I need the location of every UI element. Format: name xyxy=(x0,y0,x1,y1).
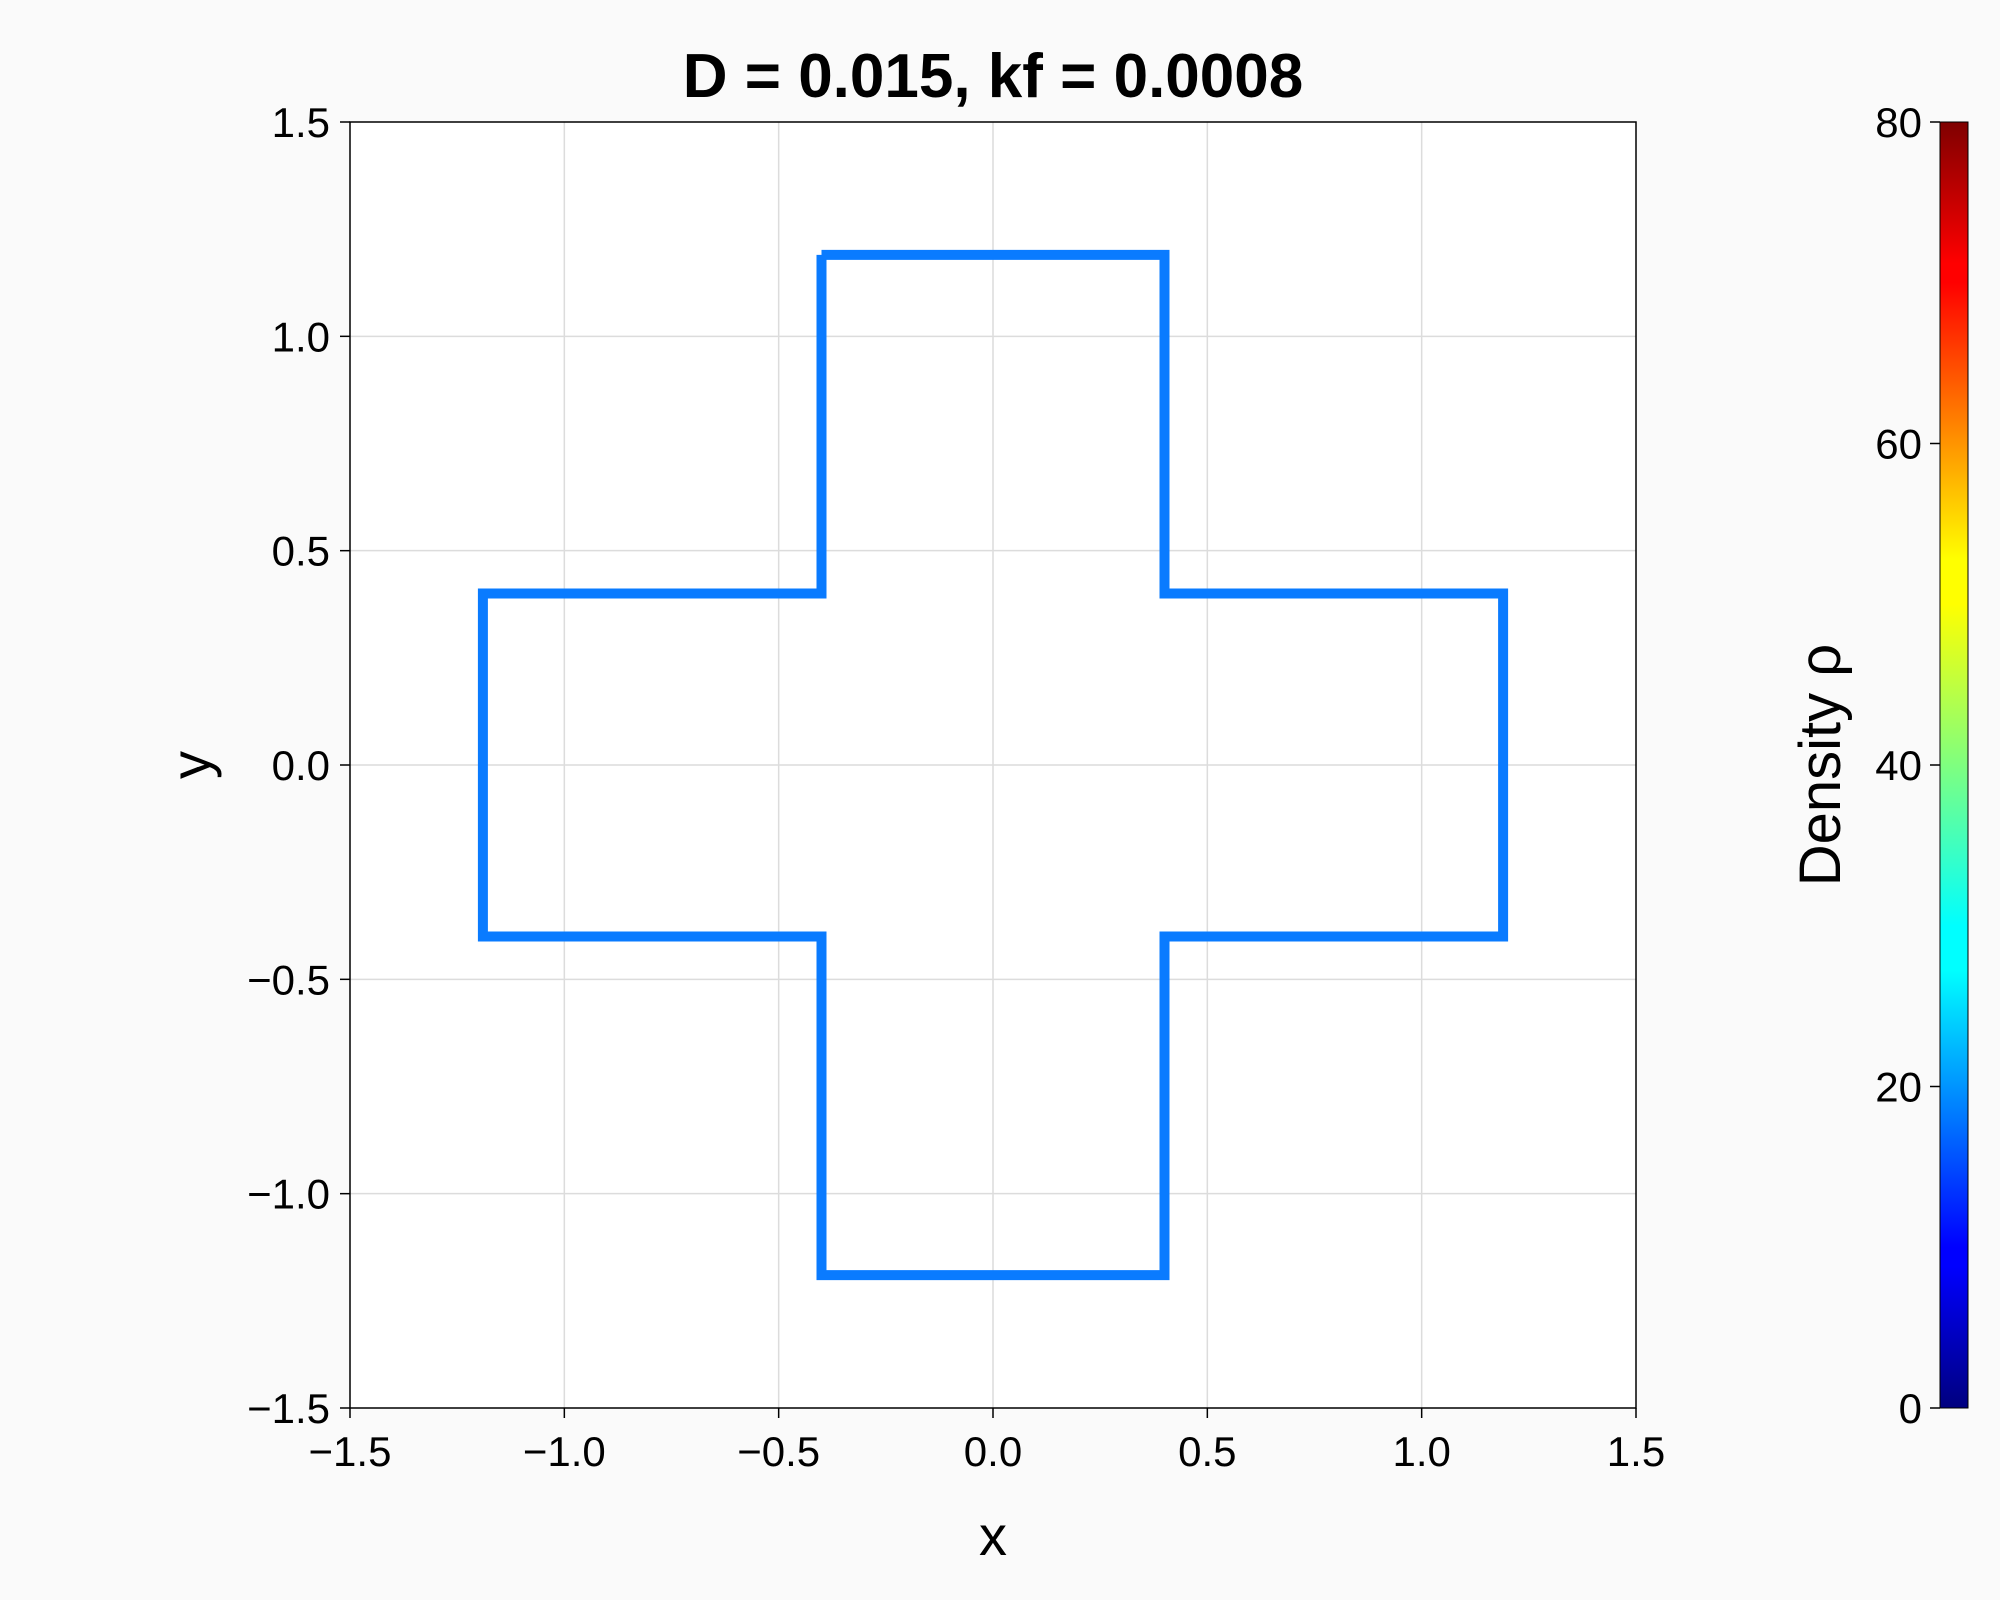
x-axis-ticks: −1.5 −1.0 −0.5 0.0 0.5 1.0 1.5 xyxy=(309,1408,1665,1475)
y-tick-label: −1.0 xyxy=(247,1171,330,1218)
series-line xyxy=(477,249,1509,1281)
x-tick-label: 0.5 xyxy=(1178,1428,1236,1475)
x-tick-label: −1.5 xyxy=(309,1428,392,1475)
y-tick-label: 0.0 xyxy=(272,742,330,789)
y-tick-label: 1.5 xyxy=(272,99,330,146)
grid-lines xyxy=(350,122,1636,1408)
chart-title: D = 0.015, kf = 0.0008 xyxy=(683,42,1303,111)
x-tick-label: 1.5 xyxy=(1607,1428,1665,1475)
x-axis-label: x xyxy=(979,1504,1007,1567)
colorbar-tick-label: 20 xyxy=(1875,1064,1922,1111)
y-tick-label: −0.5 xyxy=(247,956,330,1003)
x-tick-label: 1.0 xyxy=(1392,1428,1450,1475)
y-tick-label: 0.5 xyxy=(272,528,330,575)
y-tick-label: −1.5 xyxy=(247,1385,330,1432)
series-layer xyxy=(477,249,1509,1281)
colorbar-tick-label: 80 xyxy=(1875,99,1922,146)
y-axis-label: y xyxy=(159,751,222,779)
colorbar-tick-label: 60 xyxy=(1875,421,1922,468)
colorbar xyxy=(1939,121,1969,1409)
x-tick-label: −1.0 xyxy=(523,1428,606,1475)
colorbar-tick-label: 0 xyxy=(1899,1385,1922,1432)
colorbar-tick-label: 40 xyxy=(1875,742,1922,789)
y-axis-ticks: −1.5 −1.0 −0.5 0.0 0.5 1.0 1.5 xyxy=(247,99,350,1432)
x-tick-label: 0.0 xyxy=(964,1428,1022,1475)
y-tick-label: 1.0 xyxy=(272,313,330,360)
colorbar-label: Density ρ xyxy=(1788,644,1853,887)
colorbar-ticks: 0 20 40 60 80 xyxy=(1875,99,1940,1432)
x-tick-label: −0.5 xyxy=(737,1428,820,1475)
